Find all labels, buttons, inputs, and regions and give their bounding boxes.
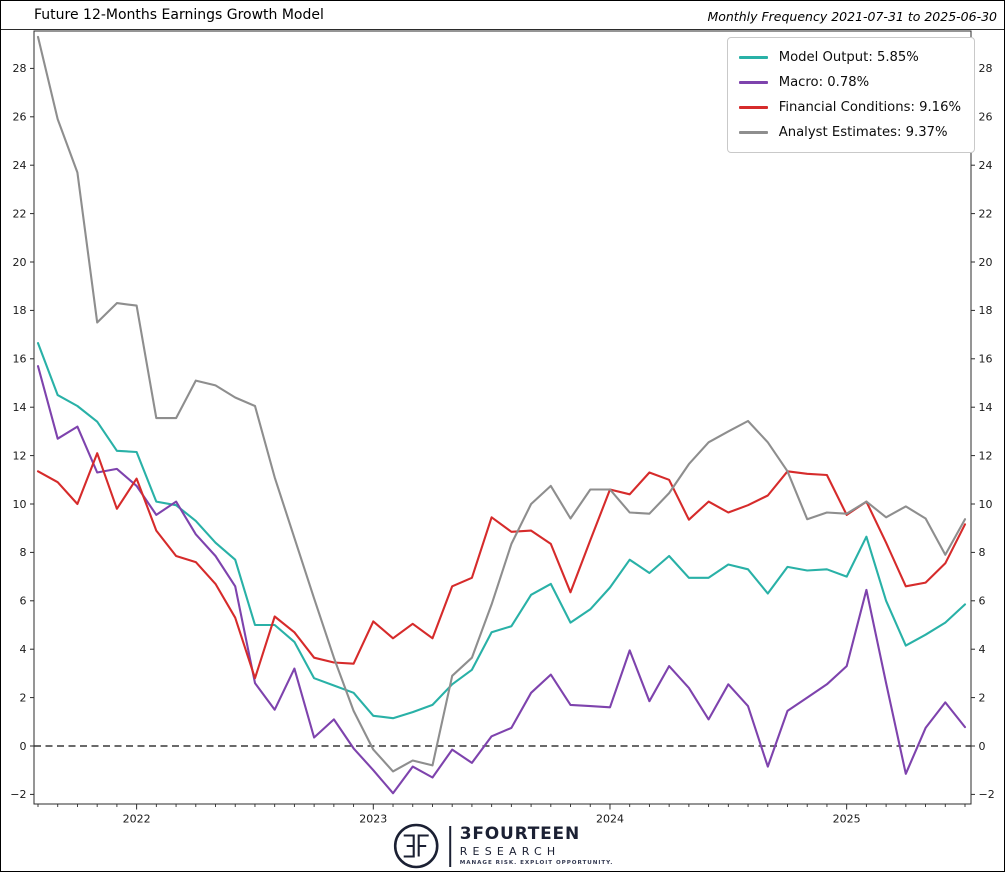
y-tick-label-right: 28 (979, 62, 993, 75)
series-line-financial-conditions (36, 452, 967, 680)
y-tick-label-right: 20 (979, 256, 993, 269)
brand-tagline: MANAGE RISK. EXPLOIT OPPORTUNITY. (459, 859, 614, 866)
brand-logo: 3FOURTEEN RESEARCH MANAGE RISK. EXPLOIT … (392, 822, 614, 870)
y-tick-label-right: 16 (979, 353, 993, 366)
header-divider (1, 1, 1004, 30)
series-line-macro (36, 365, 967, 795)
y-tick-label-left: 16 (13, 353, 27, 366)
y-tick-label-left: 14 (13, 401, 27, 414)
y-tick-label-right: 10 (979, 498, 993, 511)
plot-frame (33, 30, 972, 805)
legend-label-financial-conditions: Financial Conditions: 9.16% (778, 100, 961, 115)
legend-label-macro: Macro: 0.78% (778, 75, 870, 90)
x-tick-label: 2024 (596, 813, 624, 826)
y-tick-label-left: 12 (13, 449, 27, 462)
y-tick-label-left: 22 (13, 207, 27, 220)
y-tick-label-left: 6 (20, 595, 27, 608)
y-tick-label-left: 4 (20, 643, 27, 656)
y-tick-label-right: 2 (979, 691, 986, 704)
frequency-note: Monthly Frequency 2021-07-31 to 2025-06-… (707, 9, 997, 24)
brand-divider (448, 825, 451, 867)
y-tick-label-right: 8 (979, 546, 986, 559)
y-tick-label-left: 20 (13, 256, 27, 269)
legend-item-financial-conditions: Financial Conditions: 9.16% (738, 95, 961, 120)
y-tick-label-right: 24 (979, 159, 993, 172)
y-tick-label-right: 18 (979, 304, 993, 317)
y-tick-label-right: 0 (979, 740, 986, 753)
brand-subname: RESEARCH (459, 844, 561, 858)
legend-box: Model Output: 5.85% Macro: 0.78% Financi… (726, 37, 975, 153)
y-tick-label-left: −2 (10, 788, 26, 801)
y-tick-label-left: 24 (13, 159, 27, 172)
legend-swatch-macro (738, 81, 768, 84)
y-tick-label-right: 12 (979, 449, 993, 462)
y-tick-label-right: −2 (979, 788, 995, 801)
legend-item-model-output: Model Output: 5.85% (738, 45, 961, 70)
brand-name: 3FOURTEEN (459, 823, 580, 844)
series-line-analyst-estimates (36, 35, 967, 773)
y-tick-label-right: 26 (979, 111, 993, 124)
legend-item-analyst-estimates: Analyst Estimates: 9.37% (738, 120, 961, 145)
chart-title: Future 12-Months Earnings Growth Model (34, 7, 324, 23)
y-tick-label-left: 18 (13, 304, 27, 317)
legend-label-model-output: Model Output: 5.85% (778, 50, 919, 65)
x-tick-label: 2025 (833, 813, 861, 826)
legend-swatch-model-output (738, 56, 768, 59)
legend-label-analyst-estimates: Analyst Estimates: 9.37% (778, 125, 948, 140)
x-tick-label: 2023 (359, 813, 387, 826)
y-tick-label-left: 28 (13, 62, 27, 75)
y-tick-label-left: 8 (20, 546, 27, 559)
y-tick-label-right: 4 (979, 643, 986, 656)
y-tick-label-left: 2 (20, 691, 27, 704)
y-tick-label-left: 0 (20, 740, 27, 753)
legend-swatch-financial-conditions (738, 106, 768, 109)
legend-swatch-analyst-estimates (738, 131, 768, 134)
brand-monogram-icon (393, 823, 439, 869)
y-tick-label-left: 26 (13, 111, 27, 124)
x-tick-label: 2022 (123, 813, 151, 826)
y-tick-label-right: 6 (979, 595, 986, 608)
y-tick-label-right: 14 (979, 401, 993, 414)
series-line-model-output (36, 342, 967, 720)
y-tick-label-right: 22 (979, 207, 993, 220)
legend-item-macro: Macro: 0.78% (738, 70, 961, 95)
y-tick-label-left: 10 (13, 498, 27, 511)
